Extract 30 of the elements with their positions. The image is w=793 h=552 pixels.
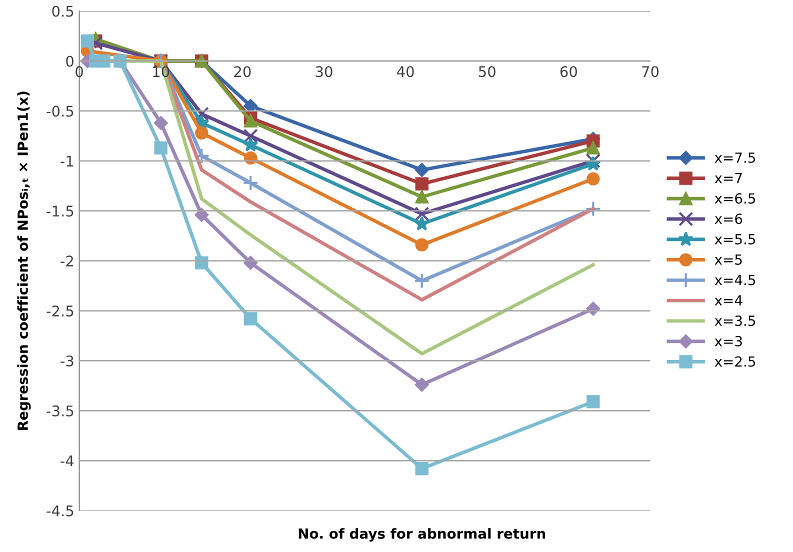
y-tick-label: -1: [60, 156, 74, 166]
legend-label: x=6.5: [714, 193, 756, 204]
legend-label: x=6: [714, 214, 742, 224]
x-tick-label: 40: [396, 66, 414, 78]
y-tick-label: -3.5: [46, 405, 74, 416]
y-tick-label: -3: [60, 355, 74, 366]
legend-label: x=2.5: [714, 356, 756, 367]
y-axis-title: Regression coefficient of NPosᵢ,ₜ × IPen1(x): [17, 92, 31, 430]
legend-label: x=5.5: [714, 234, 756, 244]
y-tick-label: -4: [60, 456, 74, 466]
x-axis-title: No. of days for abnormal return: [298, 528, 546, 542]
legend-label: x=7.5: [714, 152, 756, 163]
legend-label: x=7: [714, 172, 742, 184]
y-tick-label: 0.5: [52, 6, 74, 17]
y-tick-label: -2: [60, 256, 73, 266]
x-tick-label: 50: [478, 66, 496, 78]
y-tick-label: -2.5: [46, 305, 74, 317]
x-tick-label: 20: [234, 66, 251, 78]
legend-label: x=3: [714, 336, 742, 346]
y-tick-label: -1.5: [46, 206, 74, 217]
legend-label: x=4: [714, 295, 742, 306]
x-tick-label: 60: [560, 66, 578, 78]
y-tick-label: 0: [66, 56, 74, 67]
x-tick-label: 70: [642, 66, 659, 78]
y-tick-label: -0.5: [46, 106, 74, 117]
legend-label: x=4.5: [714, 274, 756, 286]
y-tick-label: -4.5: [46, 506, 74, 516]
legend-label: x=3.5: [714, 316, 756, 326]
legend-label: x=5: [714, 254, 742, 265]
x-tick-label: 30: [316, 66, 332, 78]
